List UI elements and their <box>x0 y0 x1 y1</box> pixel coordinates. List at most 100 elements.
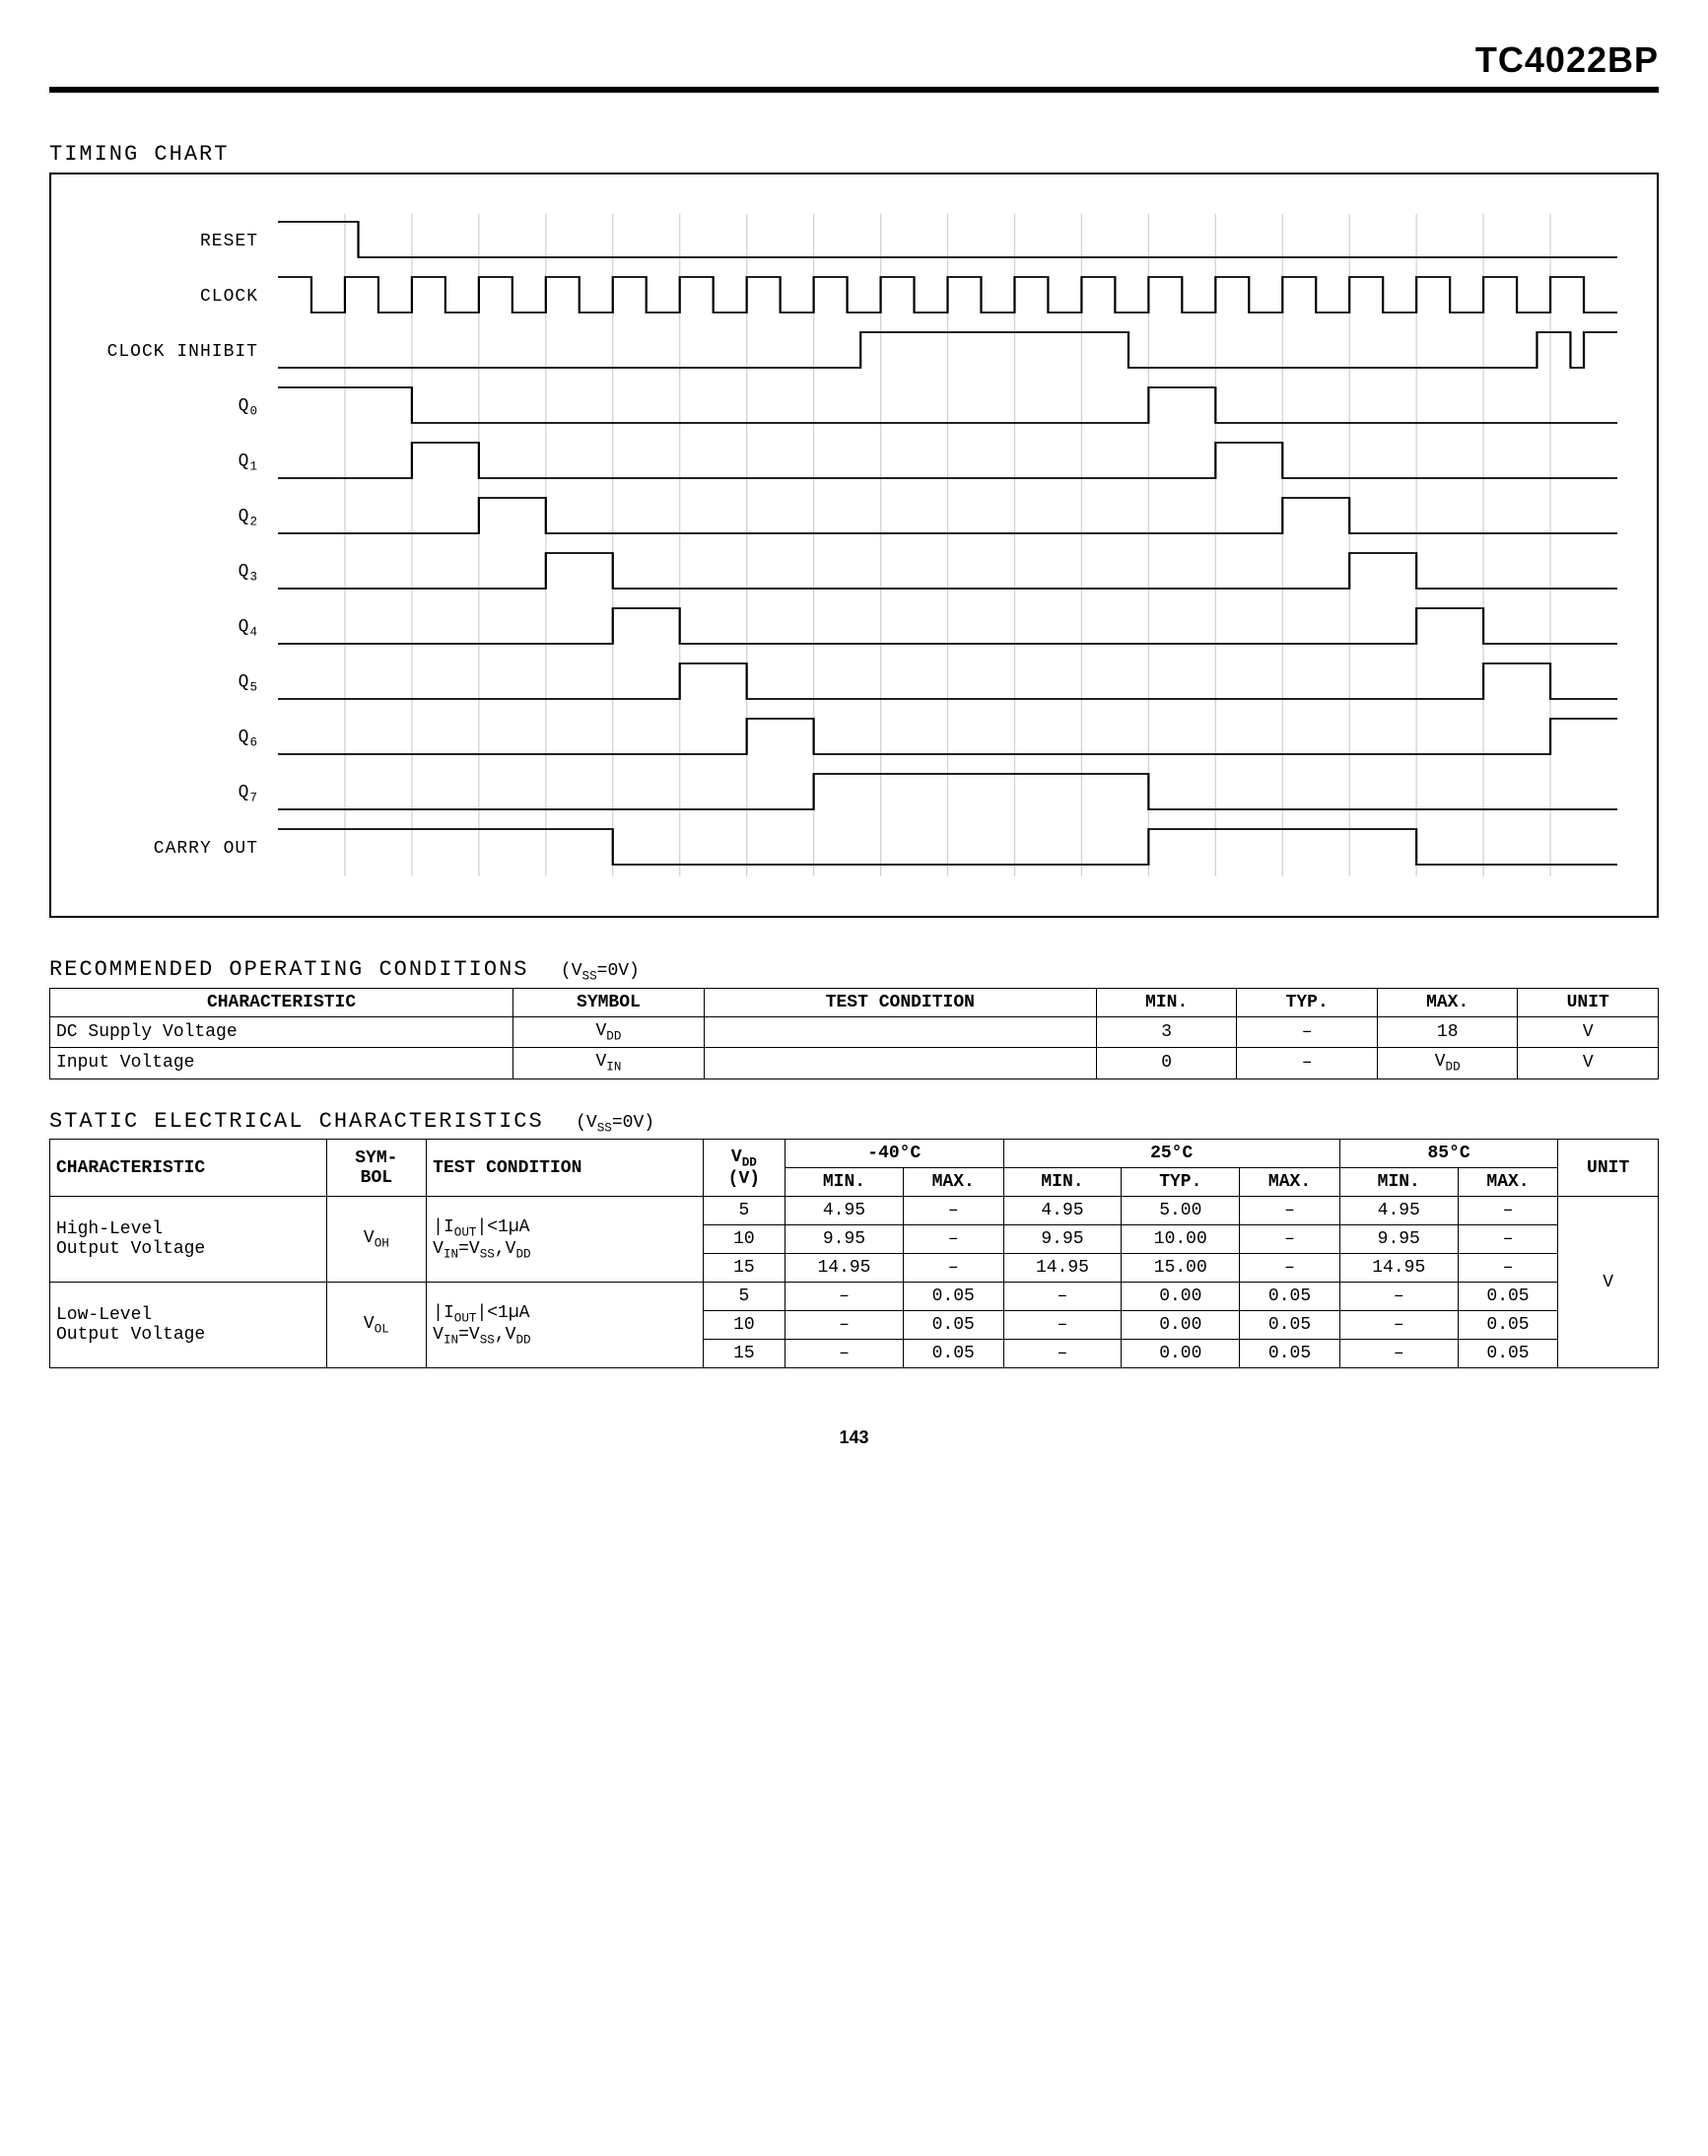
table-row: High-LevelOutput VoltageVOH|IOUT|<1µAVIN… <box>50 1197 1659 1225</box>
cell: – <box>1458 1197 1558 1225</box>
cell: – <box>786 1340 904 1368</box>
cell: 9.95 <box>1339 1225 1458 1254</box>
rec-op-characteristic: DC Supply Voltage <box>50 1016 513 1048</box>
signal-label: CARRY OUT <box>71 839 268 859</box>
cell-vdd: 15 <box>703 1254 785 1283</box>
signal-wave <box>278 656 1617 711</box>
cell: 14.95 <box>1003 1254 1122 1283</box>
rec-op-characteristic: Input Voltage <box>50 1048 513 1079</box>
rec-op-col: CHARACTERISTIC <box>50 988 513 1016</box>
cell: – <box>786 1283 904 1311</box>
cell-vdd: 10 <box>703 1225 785 1254</box>
cell: – <box>1003 1283 1122 1311</box>
cell: – <box>903 1225 1003 1254</box>
signal-label: Q2 <box>71 507 268 529</box>
cell: – <box>1240 1197 1340 1225</box>
rec-op-test <box>704 1016 1096 1048</box>
rec-op-symbol: VIN <box>513 1048 705 1079</box>
signal-wave <box>278 600 1617 656</box>
rec-op-title: RECOMMENDED OPERATING CONDITIONS <box>49 957 528 982</box>
cell: 0.05 <box>903 1311 1003 1340</box>
signal-label: Q4 <box>71 617 268 640</box>
cell-vdd: 10 <box>703 1311 785 1340</box>
static-test: |IOUT|<1µAVIN=VSS,VDD <box>427 1283 704 1368</box>
signal-label: Q0 <box>71 396 268 419</box>
static-symbol: VOH <box>326 1197 427 1283</box>
table-row: Input Voltage VIN 0 – VDD V <box>50 1048 1659 1079</box>
cell: – <box>1003 1311 1122 1340</box>
signal-wave <box>278 269 1617 324</box>
cell: 4.95 <box>786 1197 904 1225</box>
rec-op-title-row: RECOMMENDED OPERATING CONDITIONS (VSS=0V… <box>49 957 1659 984</box>
signal-label: CLOCK <box>71 287 268 307</box>
signal-wave <box>278 214 1617 269</box>
cell: 0.00 <box>1122 1283 1240 1311</box>
rec-op-col: MAX. <box>1377 988 1518 1016</box>
cell: – <box>1003 1340 1122 1368</box>
rec-op-max: 18 <box>1377 1016 1518 1048</box>
cell: – <box>1339 1311 1458 1340</box>
cell: 0.05 <box>1458 1311 1558 1340</box>
rec-op-symbol: VDD <box>513 1016 705 1048</box>
rec-op-table: CHARACTERISTICSYMBOLTEST CONDITIONMIN.TY… <box>49 988 1659 1079</box>
static-cond: (VSS=0V) <box>576 1113 654 1133</box>
signal-wave <box>278 545 1617 600</box>
rec-op-unit: V <box>1518 1048 1659 1079</box>
signal-wave <box>278 821 1617 876</box>
rec-op-typ: – <box>1237 1016 1378 1048</box>
timing-chart-title: TIMING CHART <box>49 142 1659 167</box>
cell: 10.00 <box>1122 1225 1240 1254</box>
timing-chart-box: RESET CLOCK CLOCK INHIBIT Q0 Q1 Q2 Q3 Q4… <box>49 173 1659 918</box>
col-test: TEST CONDITION <box>427 1140 704 1197</box>
signal-label: Q6 <box>71 728 268 750</box>
cell: 0.00 <box>1122 1311 1240 1340</box>
signal-label: RESET <box>71 232 268 251</box>
col-temp: -40°C <box>786 1140 1003 1168</box>
cell: – <box>1339 1283 1458 1311</box>
rec-op-col: UNIT <box>1518 988 1659 1016</box>
static-title-row: STATIC ELECTRICAL CHARACTERISTICS (VSS=0… <box>49 1109 1659 1136</box>
cell: 9.95 <box>1003 1225 1122 1254</box>
cell: – <box>1458 1225 1558 1254</box>
cell: 0.05 <box>1240 1340 1340 1368</box>
signal-wave <box>278 380 1617 435</box>
cell: 9.95 <box>786 1225 904 1254</box>
col-sub: MAX. <box>1240 1168 1340 1197</box>
cell: – <box>786 1311 904 1340</box>
table-row: DC Supply Voltage VDD 3 – 18 V <box>50 1016 1659 1048</box>
col-sub: MAX. <box>1458 1168 1558 1197</box>
page-number: 143 <box>49 1427 1659 1448</box>
cell: – <box>1458 1254 1558 1283</box>
col-temp: 25°C <box>1003 1140 1339 1168</box>
signal-label: Q1 <box>71 452 268 474</box>
rec-op-col: SYMBOL <box>513 988 705 1016</box>
col-sub: MAX. <box>903 1168 1003 1197</box>
cell: 4.95 <box>1003 1197 1122 1225</box>
col-sub: TYP. <box>1122 1168 1240 1197</box>
rec-op-test <box>704 1048 1096 1079</box>
rec-op-min: 0 <box>1096 1048 1237 1079</box>
timing-chart: RESET CLOCK CLOCK INHIBIT Q0 Q1 Q2 Q3 Q4… <box>71 214 1617 876</box>
cell: 0.05 <box>1458 1340 1558 1368</box>
cell: 15.00 <box>1122 1254 1240 1283</box>
rec-op-col: MIN. <box>1096 988 1237 1016</box>
signal-label: Q5 <box>71 672 268 695</box>
signal-label: CLOCK INHIBIT <box>71 342 268 362</box>
cell: – <box>903 1254 1003 1283</box>
cell: – <box>1240 1254 1340 1283</box>
cell: – <box>903 1197 1003 1225</box>
signal-wave <box>278 766 1617 821</box>
static-characteristic: Low-LevelOutput Voltage <box>50 1283 327 1368</box>
col-vdd: VDD(V) <box>703 1140 785 1197</box>
rec-op-header-row: CHARACTERISTICSYMBOLTEST CONDITIONMIN.TY… <box>50 988 1659 1016</box>
signal-label: Q3 <box>71 562 268 585</box>
col-sub: MIN. <box>786 1168 904 1197</box>
static-table: CHARACTERISTICSYM-BOLTEST CONDITIONVDD(V… <box>49 1139 1659 1368</box>
static-symbol: VOL <box>326 1283 427 1368</box>
cell: 14.95 <box>786 1254 904 1283</box>
cell: 0.05 <box>1240 1311 1340 1340</box>
col-sub: MIN. <box>1003 1168 1122 1197</box>
cell: 4.95 <box>1339 1197 1458 1225</box>
cell: 0.00 <box>1122 1340 1240 1368</box>
signal-wave <box>278 324 1617 380</box>
